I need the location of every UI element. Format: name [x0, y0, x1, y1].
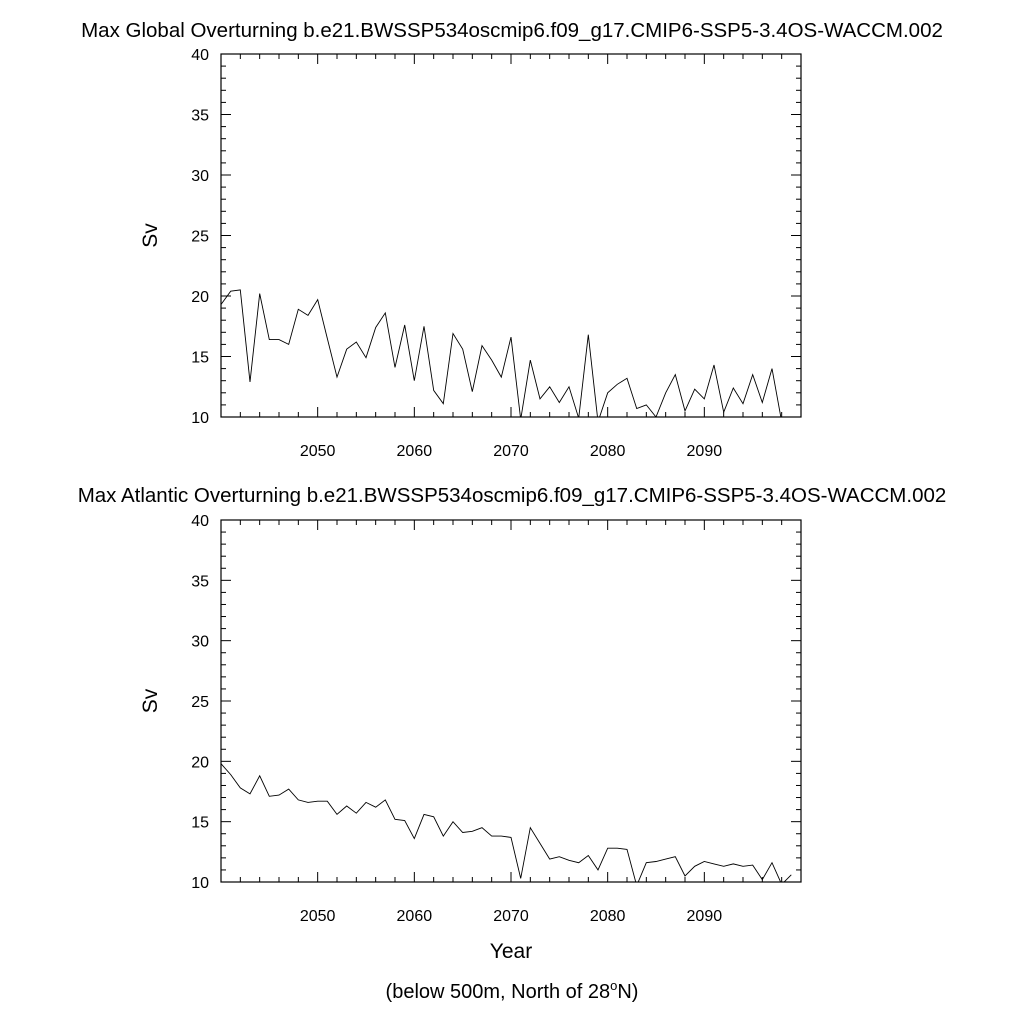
x-tick-label: 2080 [590, 443, 626, 460]
y-tick-label: 30 [191, 168, 209, 185]
x-tick-label: 2090 [687, 443, 723, 460]
y-tick-label: 20 [191, 289, 209, 306]
x-tick-label: 2050 [300, 908, 336, 925]
x-tick-label: 2070 [493, 908, 529, 925]
x-tick-label: 2060 [397, 908, 433, 925]
x-tick-label: 2090 [687, 908, 723, 925]
footnote-suffix: N) [617, 981, 638, 1003]
series-line [221, 289, 782, 417]
y-tick-label: 30 [191, 634, 209, 651]
y-tick-label: 20 [191, 754, 209, 771]
x-tick-label: 2070 [493, 443, 529, 460]
y-tick-label: 15 [191, 350, 209, 367]
y-tick-label: 25 [191, 694, 209, 711]
footnote: (below 500m, North of 28oN) [386, 978, 639, 1003]
tick-marks [220, 519, 802, 883]
y-tick-label: 35 [191, 108, 209, 125]
global-overturning-panel: Max Global Overturning b.e21.BWSSP534osc… [81, 19, 943, 460]
y-tick-label: 10 [191, 875, 209, 892]
y-tick-label: 25 [191, 229, 209, 246]
series-line [221, 763, 792, 882]
x-tick-label: 2080 [590, 908, 626, 925]
y-axis-label: Sv [139, 688, 162, 713]
chart-title: Max Global Overturning b.e21.BWSSP534osc… [81, 19, 943, 42]
footnote-prefix: (below 500m, North of 28 [386, 981, 611, 1003]
plot-frame [220, 519, 802, 883]
plot-frame [220, 53, 802, 418]
footnote-degree: o [610, 978, 617, 993]
y-tick-label: 15 [191, 815, 209, 832]
x-tick-label: 2060 [397, 443, 433, 460]
y-tick-label: 40 [191, 513, 209, 530]
x-tick-label: 2050 [300, 443, 336, 460]
y-axis-label: Sv [139, 223, 162, 248]
tick-marks [220, 53, 802, 418]
chart-title: Max Atlantic Overturning b.e21.BWSSP534o… [78, 484, 947, 507]
x-axis-label: Year [490, 940, 532, 963]
y-tick-label: 40 [191, 47, 209, 64]
y-tick-label: 10 [191, 410, 209, 427]
y-tick-label: 35 [191, 573, 209, 590]
atlantic-overturning-panel: Max Atlantic Overturning b.e21.BWSSP534o… [78, 484, 947, 963]
